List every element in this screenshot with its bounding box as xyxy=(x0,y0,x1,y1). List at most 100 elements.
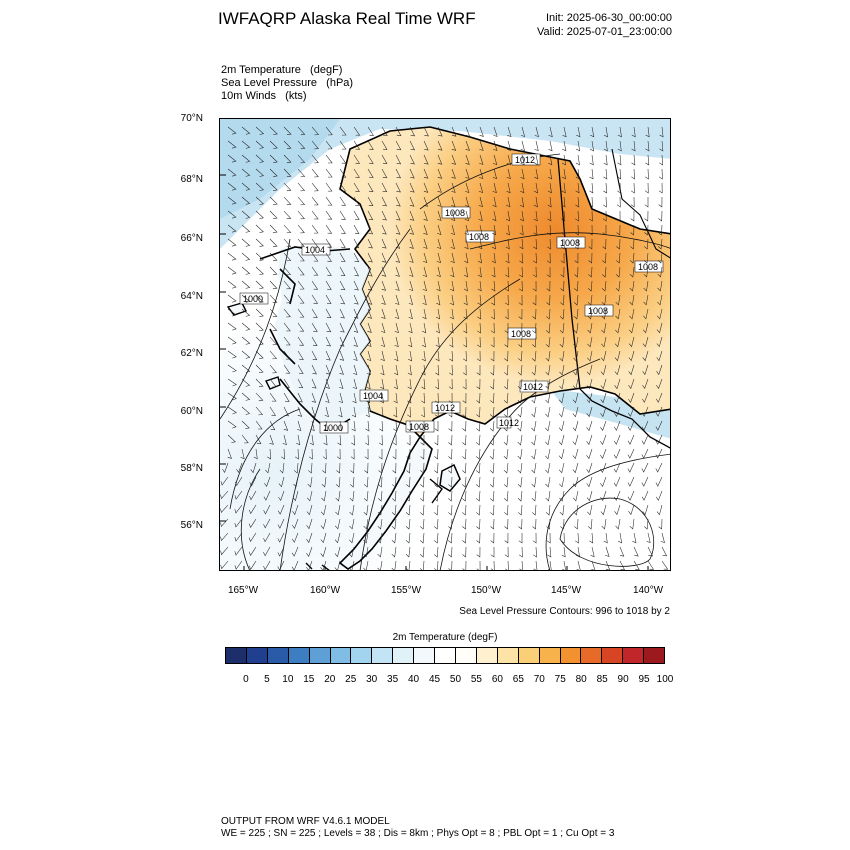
wind-barb xyxy=(658,210,663,222)
wind-barb xyxy=(632,532,637,544)
wind-barb xyxy=(504,336,509,348)
wind-barb xyxy=(573,364,579,376)
wind-barb xyxy=(253,448,258,460)
wind-barb xyxy=(283,294,291,304)
wind-barb xyxy=(435,336,440,348)
wind-barb xyxy=(334,532,341,544)
wind-barb xyxy=(339,280,346,291)
wind-barb xyxy=(283,266,292,276)
wind-barb xyxy=(269,266,278,276)
wind-barb xyxy=(462,364,467,376)
wind-barb xyxy=(320,518,327,530)
wind-barb xyxy=(655,406,663,417)
wind-barb xyxy=(518,280,523,292)
wind-barb xyxy=(519,238,524,250)
colorbar-cell xyxy=(602,648,624,663)
wind-barb xyxy=(572,434,579,446)
wind-barb xyxy=(381,308,386,319)
wind-barb xyxy=(409,140,415,151)
wind-barb xyxy=(339,252,346,262)
wind-barb xyxy=(490,378,495,390)
wind-barb xyxy=(558,420,565,432)
wind-barb xyxy=(531,378,537,390)
wind-barb xyxy=(227,434,236,443)
wind-barb xyxy=(392,490,397,502)
wind-barb xyxy=(367,266,373,277)
wind-barb xyxy=(325,210,333,220)
wind-barb xyxy=(269,364,277,374)
wind-barb xyxy=(406,462,411,474)
wind-barb xyxy=(367,252,373,263)
wind-barb xyxy=(325,308,332,319)
wind-barb xyxy=(464,238,469,250)
wind-barb xyxy=(504,378,509,390)
wind-barb xyxy=(409,238,414,249)
wind-barb xyxy=(451,126,457,137)
wind-barb xyxy=(586,476,593,488)
wind-barb xyxy=(504,546,509,558)
wind-barb xyxy=(250,462,257,474)
valid-time: Valid: 2025-07-01_23:00:00 xyxy=(537,26,672,38)
wind-barb xyxy=(448,504,453,516)
wind-barb xyxy=(339,322,345,333)
wind-barb xyxy=(519,560,523,570)
wind-barb xyxy=(532,504,537,516)
wind-barb xyxy=(547,196,552,208)
wind-barb xyxy=(643,308,649,320)
wind-barb xyxy=(559,504,565,516)
colorbar-tick-label: 90 xyxy=(617,674,629,685)
wind-barb xyxy=(504,323,509,334)
wind-barb xyxy=(559,308,565,320)
wind-barb xyxy=(613,476,621,487)
wind-barb xyxy=(603,126,608,138)
lat-label-64: 64°N xyxy=(180,291,203,302)
wind-barb xyxy=(656,322,663,334)
wind-barb xyxy=(462,434,467,446)
colorbar-cell xyxy=(267,648,289,663)
isobar-label: 1000 xyxy=(243,294,263,304)
wind-barb xyxy=(283,238,292,248)
wind-barb xyxy=(591,560,596,570)
wind-barb xyxy=(395,252,401,263)
wind-barb xyxy=(659,126,664,138)
wind-barb xyxy=(241,238,251,247)
wind-barb xyxy=(601,294,607,306)
wind-barb xyxy=(532,266,537,278)
wind-barb xyxy=(627,462,635,473)
wind-barb xyxy=(545,364,551,376)
wind-barb xyxy=(602,196,607,208)
wind-barb xyxy=(220,476,229,486)
wind-barb xyxy=(434,462,439,474)
wind-barb xyxy=(283,420,289,431)
wind-barb xyxy=(642,350,649,362)
wind-barb xyxy=(366,378,371,390)
wind-barb xyxy=(434,421,439,432)
wind-barb xyxy=(517,462,523,474)
wind-barb xyxy=(558,434,565,446)
wind-barb xyxy=(241,182,251,191)
wind-barb xyxy=(269,322,278,332)
wind-barb xyxy=(476,462,481,474)
wind-barb xyxy=(545,476,551,488)
wind-barb xyxy=(505,224,510,236)
wind-barb xyxy=(506,196,511,208)
wind-barb xyxy=(545,322,551,334)
wind-barb xyxy=(367,126,374,136)
colorbar-tick-label: 10 xyxy=(282,674,294,685)
lon-label-165: 165°W xyxy=(227,585,259,596)
wind-barb xyxy=(437,140,443,151)
wind-barb xyxy=(255,224,264,233)
isobar-label: 1012 xyxy=(515,155,535,165)
colorbar-cell xyxy=(372,648,394,663)
wind-barb xyxy=(631,168,635,180)
wind-barb xyxy=(630,224,635,236)
lat-label-62: 62°N xyxy=(180,348,203,359)
wind-barb xyxy=(351,406,357,418)
wind-barb xyxy=(559,364,565,376)
wind-barb xyxy=(645,140,650,152)
wind-barb xyxy=(448,392,453,404)
wind-barb xyxy=(462,392,467,404)
wind-barb xyxy=(462,406,467,418)
wind-barb xyxy=(409,266,414,277)
wind-barb xyxy=(641,420,649,431)
